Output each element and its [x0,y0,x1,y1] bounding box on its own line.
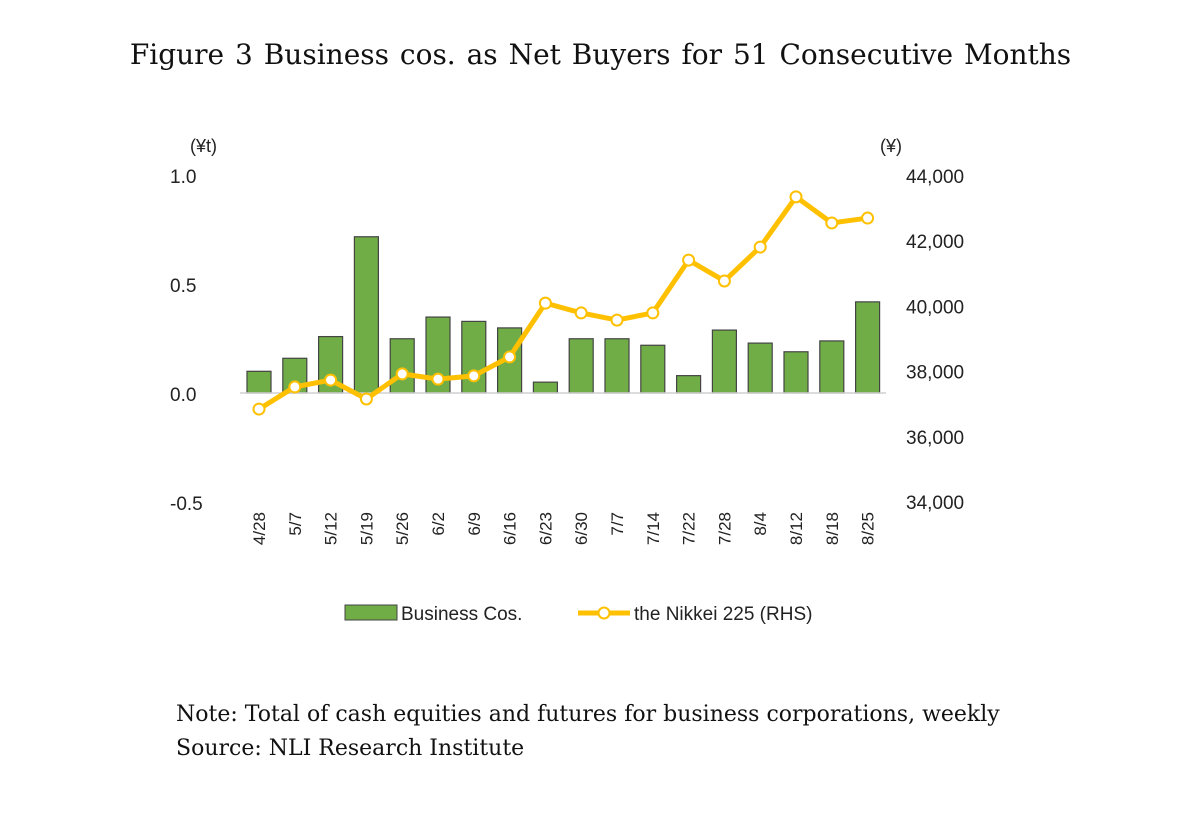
bar-8/4 [747,342,773,394]
nikkei-line [257,194,868,412]
nikkei-point-6/16 [503,350,517,364]
bar-7/28 [711,329,738,394]
x-tick-label: 5/19 [357,512,376,545]
right-tick-label: 40,000 [906,297,964,318]
x-tick-label: 7/28 [715,512,734,545]
right-tick-label: 38,000 [906,363,964,384]
bar-8/25 [854,301,881,394]
bar-8/18 [819,340,845,394]
legend-swatch-bar [344,604,398,621]
source: Source: NLI Research Institute [176,736,525,761]
x-tick-label: 8/12 [787,512,806,545]
right-tick-label: 36,000 [906,428,964,449]
x-tick-label: 8/4 [751,512,770,536]
left-axis-unit: (¥t) [190,136,217,156]
nikkei-point-5/26 [395,367,409,381]
bar-7/22 [675,375,702,394]
nikkei-point-6/30 [574,306,588,320]
nikkei-point-5/12 [324,373,338,387]
x-tick-label: 6/30 [572,512,591,545]
nikkei-point-8/25 [861,211,875,225]
left-tick-label: 1.0 [170,167,196,188]
x-tick-label: 7/22 [680,512,699,545]
left-tick-label: 0.0 [170,385,196,406]
bar-7/14 [640,344,666,394]
nikkei-point-7/14 [646,306,660,320]
nikkei-point-8/18 [825,216,839,230]
legend-marker [597,606,611,620]
x-tick-label: 5/7 [286,512,305,536]
x-tick-label: 4/28 [250,512,269,545]
right-tick-label: 42,000 [906,232,964,253]
x-tick-label: 5/26 [393,512,412,545]
right-tick-label: 44,000 [906,167,964,188]
x-tick-label: 5/12 [322,512,341,545]
right-tick-label: 34,000 [906,493,964,514]
nikkei-point-7/22 [682,253,696,267]
note: Note: Total of cash equities and futures… [176,702,1000,727]
nikkei-point-6/9 [467,369,481,383]
legend: Business Cos. the Nikkei 225 (RHS) [344,604,812,625]
x-tick-label: 6/16 [501,512,520,545]
bar-5/26 [389,338,415,394]
nikkei-point-4/28 [252,402,266,416]
chart-title: Figure 3 Business cos. as Net Buyers for… [129,38,1072,71]
legend-label-line: the Nikkei 225 (RHS) [634,604,812,625]
bar-5/19 [353,236,379,394]
x-tick-label: 6/9 [465,512,484,536]
nikkei-point-6/2 [431,372,445,386]
right-axis-unit: (¥) [880,136,902,156]
left-tick-label: 0.5 [170,276,196,297]
nikkei-point-8/12 [789,190,803,204]
chart: (¥t) (¥) 1.0 0.5 0.0 -0.5 44,000 42,000 40,000… [170,136,964,625]
nikkei-point-8/4 [753,240,767,254]
nikkei-point-7/7 [610,313,624,327]
left-tick-label: -0.5 [170,494,203,515]
nikkei-point-6/23 [538,296,552,310]
x-tick-label: 7/14 [644,512,663,545]
x-tick-label: 8/18 [823,512,842,545]
bar-6/30 [568,338,594,394]
nikkei-point-7/28 [717,274,731,288]
bar-6/23 [532,381,559,394]
bar-4/28 [246,370,272,394]
x-tick-label: 6/2 [429,512,448,536]
nikkei-point-5/7 [288,380,302,394]
nikkei-point-5/19 [359,392,373,406]
x-tick-label: 8/25 [859,512,878,545]
bar-8/12 [783,351,809,394]
x-tick-label: 6/23 [536,512,555,545]
bar-7/7 [604,338,630,394]
legend-label-bar: Business Cos. [401,604,522,625]
x-tick-label: 7/7 [608,512,627,536]
